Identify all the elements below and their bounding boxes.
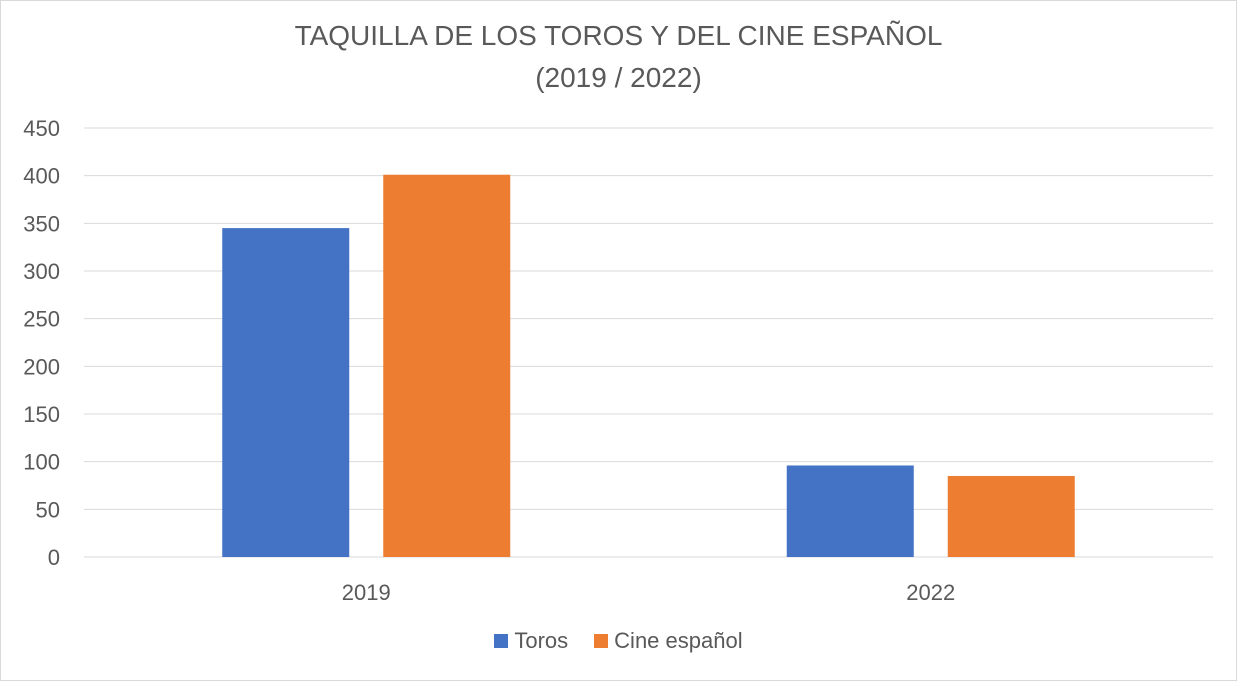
- legend-label-toros: Toros: [514, 628, 569, 653]
- y-tick-label: 100: [23, 450, 60, 475]
- y-tick-label: 50: [36, 497, 60, 522]
- y-axis-ticks: 0 50 100 150 200 250 300 350 400 450: [23, 116, 60, 570]
- chart-title: TAQUILLA DE LOS TOROS Y DEL CINE ESPAÑOL: [294, 20, 943, 51]
- bar-toros-2022: [786, 465, 914, 557]
- y-tick-label: 300: [23, 259, 60, 284]
- y-tick-label: 250: [23, 307, 60, 332]
- y-tick-label: 350: [23, 211, 60, 236]
- legend-swatch-toros: [494, 634, 509, 648]
- y-tick-label: 450: [23, 116, 60, 141]
- legend-item-toros: Toros: [494, 628, 568, 654]
- y-tick-label: 200: [23, 354, 60, 379]
- bars: [222, 174, 1075, 558]
- bar-cine-espanol-2019: [383, 174, 511, 558]
- x-tick-label: 2019: [342, 580, 391, 605]
- legend: Toros Cine español: [0, 628, 1237, 654]
- chart-subtitle: (2019 / 2022): [535, 62, 702, 93]
- bar-cine-espanol-2022: [947, 475, 1075, 557]
- legend-swatch-cine-espanol: [594, 634, 609, 648]
- legend-item-cine-espanol: Cine español: [594, 628, 743, 654]
- legend-label-cine-espanol: Cine español: [614, 628, 743, 653]
- y-tick-label: 0: [48, 545, 60, 570]
- x-axis-ticks: 2019 2022: [342, 580, 955, 605]
- y-tick-label: 150: [23, 402, 60, 427]
- bar-toros-2019: [222, 228, 350, 557]
- x-tick-label: 2022: [906, 580, 955, 605]
- y-tick-label: 400: [23, 164, 60, 189]
